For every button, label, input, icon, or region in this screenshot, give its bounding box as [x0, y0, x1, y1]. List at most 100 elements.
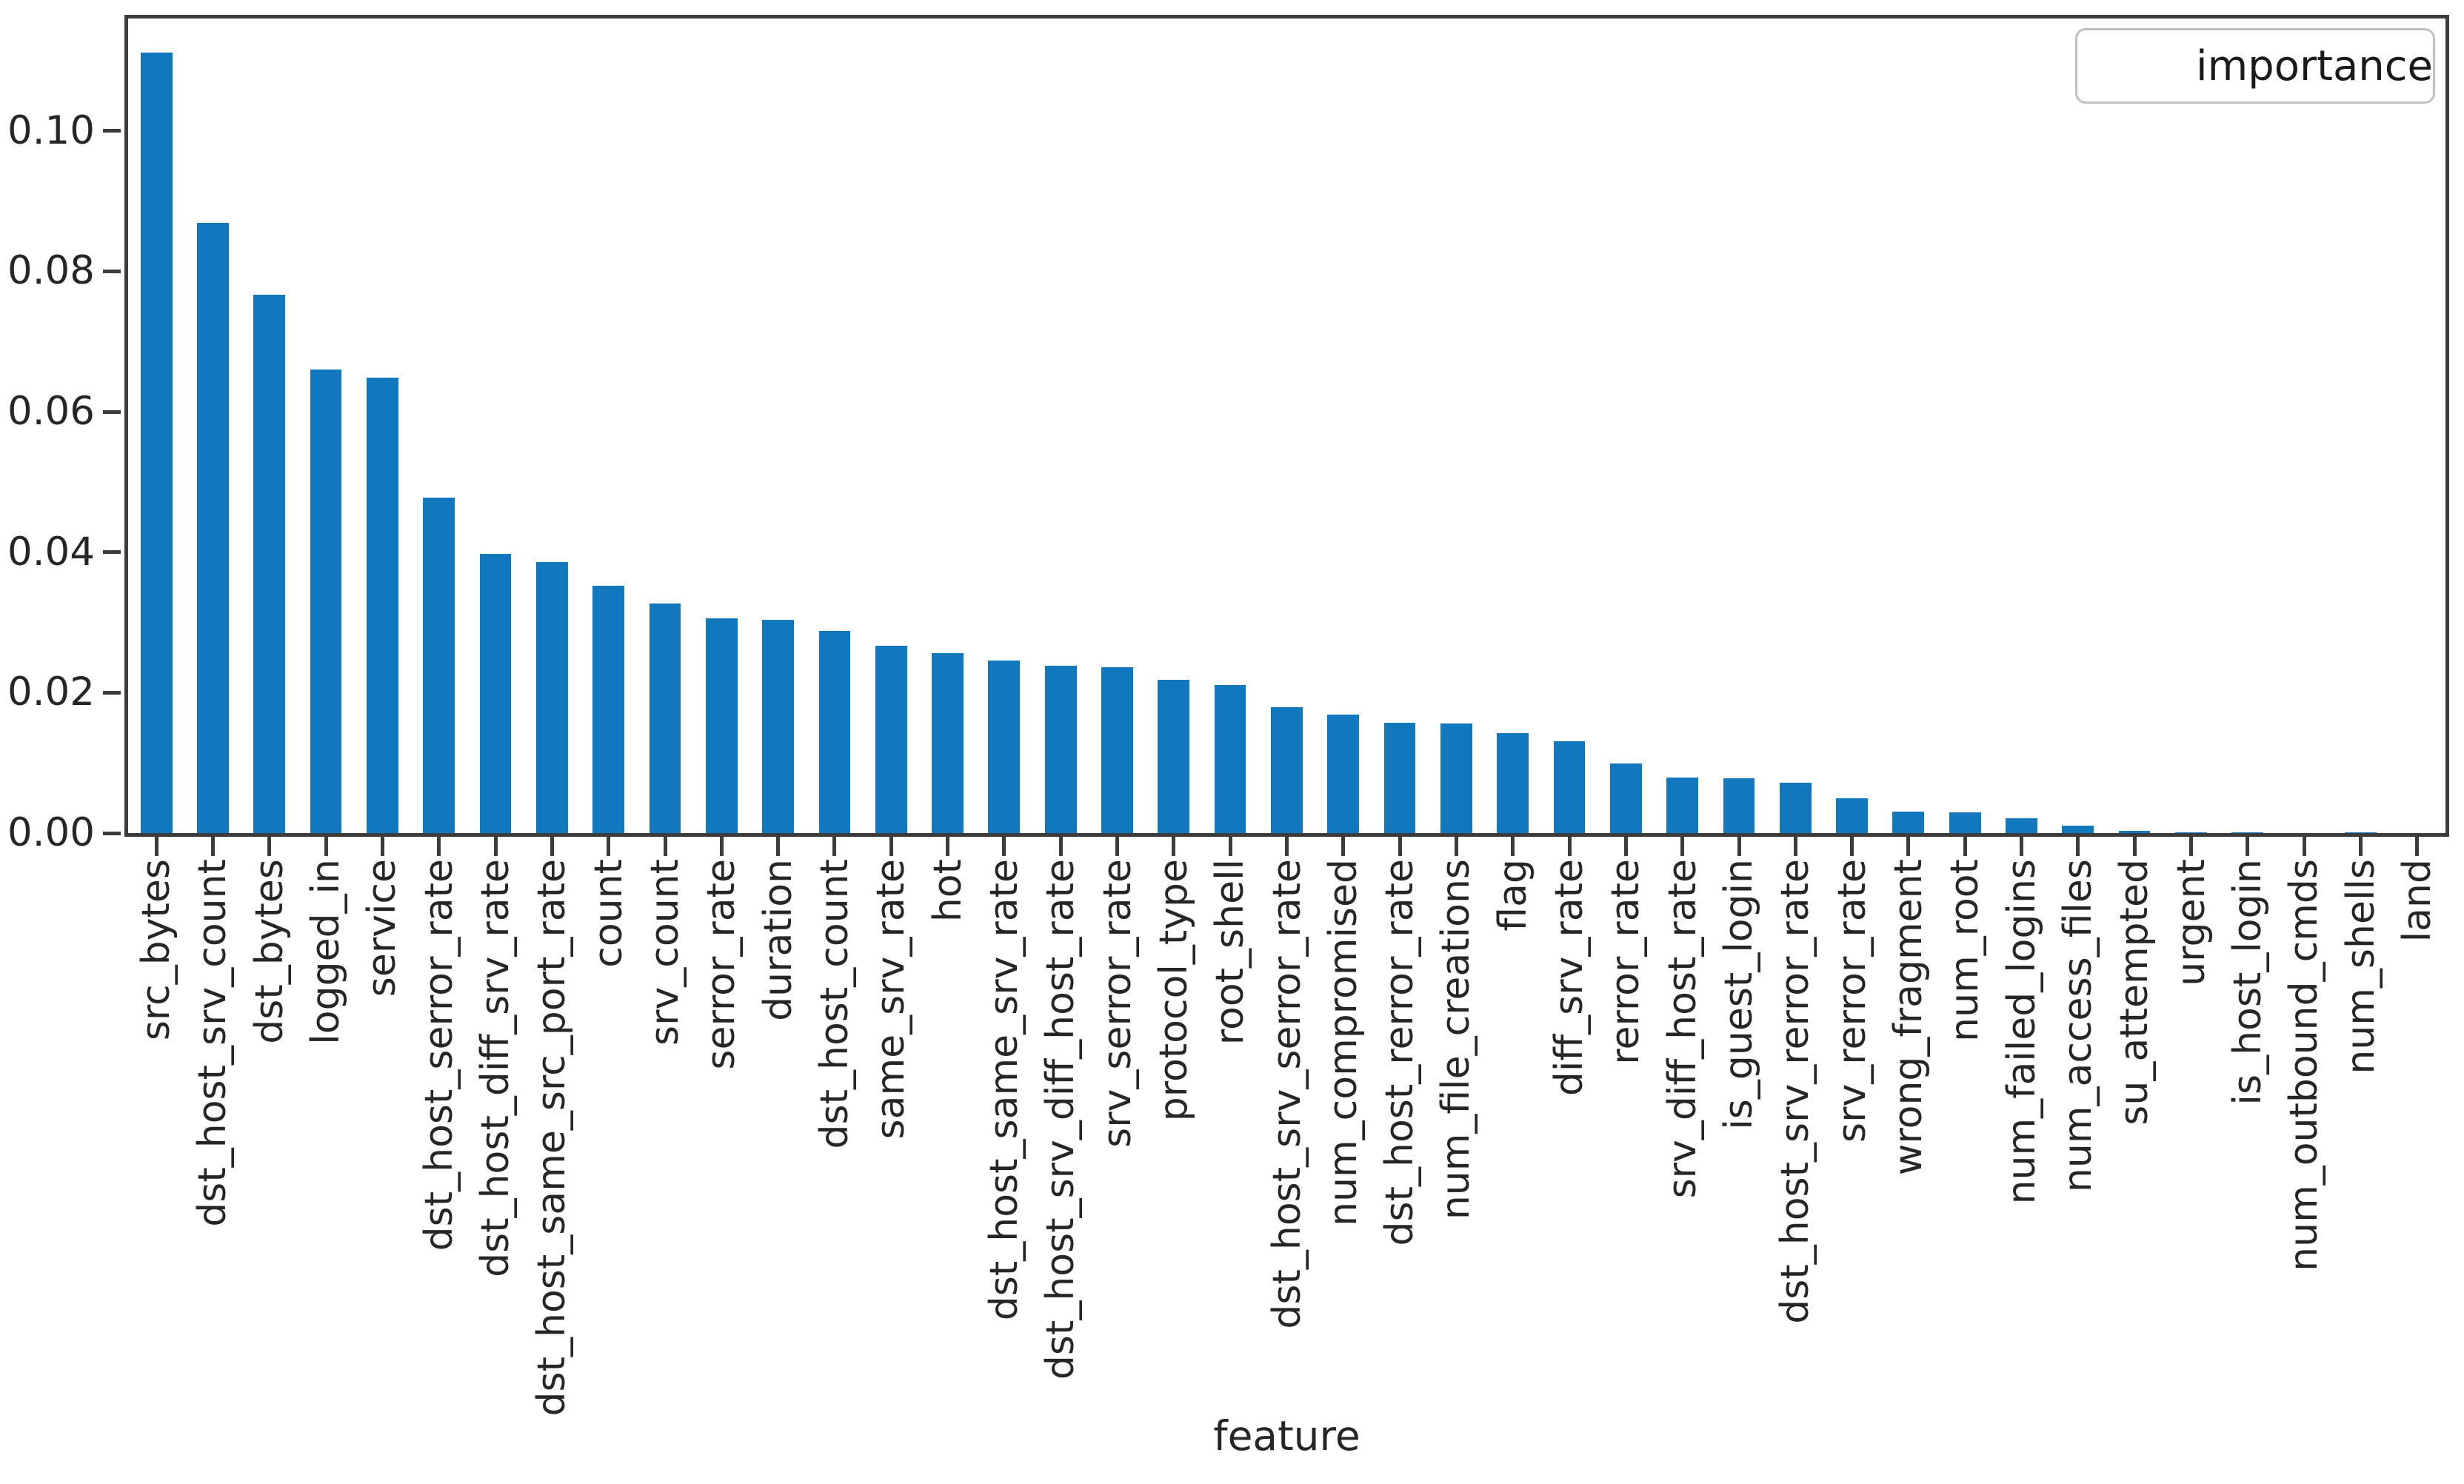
x-axis-tick — [1058, 837, 1063, 856]
bar-slot — [2163, 19, 2219, 833]
bar-slot — [241, 19, 298, 833]
x-axis-tick — [2076, 837, 2080, 856]
x-category-label: dst_host_count — [812, 859, 857, 1149]
importance-bar — [1158, 680, 1190, 833]
x-category-label: src_bytes — [134, 859, 179, 1041]
x-axis-tick — [437, 837, 441, 856]
importance-bar — [1779, 782, 1812, 833]
x-category-label: diff_srv_rate — [1547, 859, 1592, 1097]
x-axis-tick — [607, 837, 611, 856]
importance-bar — [818, 630, 851, 833]
bar-slot — [581, 19, 637, 833]
x-axis-title: feature — [1213, 1412, 1360, 1460]
importance-bar — [253, 294, 286, 833]
bar-slot — [1880, 19, 1937, 833]
x-category-label: root_shell — [1208, 859, 1253, 1046]
importance-bar — [875, 645, 907, 833]
x-axis-tick — [719, 837, 724, 856]
importance-bar — [2118, 831, 2151, 833]
y-axis-tick — [103, 410, 121, 414]
x-category-label: duration — [755, 859, 801, 1021]
bar-slot — [1315, 19, 1372, 833]
bar-slot — [863, 19, 919, 833]
x-axis-tick — [2246, 837, 2250, 856]
x-axis-tick — [380, 837, 384, 856]
bar-slot — [1541, 19, 1597, 833]
importance-bar — [1553, 741, 1586, 833]
bar-slot — [2332, 19, 2388, 833]
x-axis-tick — [2415, 837, 2420, 856]
x-category-label: srv_serror_rate — [1095, 859, 1140, 1148]
x-category-label: num_root — [1943, 859, 1988, 1042]
y-axis-tick — [103, 690, 121, 695]
x-axis-tick — [1341, 837, 1346, 856]
importance-bar — [705, 618, 738, 833]
x-category-label: flag — [1490, 859, 1535, 932]
x-category-label: srv_count — [643, 859, 687, 1046]
x-category-label: wrong_fragment — [1886, 859, 1931, 1176]
importance-bar — [932, 653, 964, 833]
x-axis-tick — [1454, 837, 1458, 856]
x-axis-tick — [1737, 837, 1741, 856]
x-axis-tick — [493, 837, 498, 856]
x-axis-tick — [267, 837, 272, 856]
bar-slot — [1372, 19, 1428, 833]
importance-bar — [140, 52, 173, 833]
importance-bar — [2006, 818, 2037, 833]
y-tick-label: 0.06 — [7, 389, 95, 435]
x-category-label: same_srv_rate — [869, 859, 914, 1140]
x-axis-tick — [1963, 837, 1967, 856]
bar-slot — [524, 19, 580, 833]
x-axis-tick — [1793, 837, 1797, 856]
x-axis-tick — [2132, 837, 2137, 856]
x-category-label: is_host_login — [2225, 859, 2270, 1106]
x-category-label: su_attempted — [2112, 859, 2157, 1126]
x-axis-tick — [946, 837, 950, 856]
x-category-label: dst_host_same_srv_rate — [981, 859, 1026, 1321]
x-category-label: dst_host_rerror_rate — [1378, 859, 1423, 1246]
legend-swatch-importance — [2097, 50, 2168, 81]
x-axis-tick — [1398, 837, 1402, 856]
x-category-label: serror_rate — [699, 859, 744, 1070]
x-category-label: dst_host_serror_rate — [416, 859, 461, 1251]
x-category-label: dst_host_srv_serror_rate — [1264, 859, 1309, 1329]
x-category-label: srv_diff_host_rate — [1660, 859, 1705, 1199]
importance-bar — [1723, 778, 1755, 833]
x-category-label: num_outbound_cmds — [2282, 859, 2327, 1271]
importance-bar — [1836, 798, 1868, 833]
bar-slot — [1597, 19, 1654, 833]
bar-slot — [1485, 19, 1541, 833]
bar-slot — [807, 19, 863, 833]
importance-bar — [2231, 832, 2264, 833]
bar-slot — [749, 19, 806, 833]
x-axis-tick — [663, 837, 667, 856]
x-axis-tick — [1115, 837, 1120, 856]
bar-slot — [2389, 19, 2445, 833]
bar-slot — [1428, 19, 1484, 833]
x-axis-tick — [324, 837, 328, 856]
importance-bar — [310, 370, 342, 833]
y-axis-tick — [103, 129, 121, 133]
legend: importance — [2075, 28, 2435, 104]
bar-slot — [467, 19, 524, 833]
x-category-label: dst_host_srv_rerror_rate — [1773, 859, 1818, 1324]
bar-slot — [2276, 19, 2332, 833]
x-category-label: hot — [925, 859, 970, 923]
x-category-label: land — [2394, 859, 2440, 943]
bar-slot — [1089, 19, 1145, 833]
legend-label: importance — [2196, 41, 2433, 90]
bar-slot — [184, 19, 241, 833]
x-axis-tick — [1002, 837, 1006, 856]
importance-bar — [535, 561, 568, 833]
bar-slot — [1993, 19, 2049, 833]
x-category-label: is_guest_login — [1717, 859, 1762, 1130]
bar-slot — [298, 19, 354, 833]
x-category-label: dst_host_same_src_port_rate — [530, 859, 575, 1417]
x-axis-tick — [889, 837, 893, 856]
importance-bar — [2344, 832, 2377, 833]
x-category-label: protocol_type — [1151, 859, 1196, 1122]
x-category-label: dst_host_srv_diff_host_rate — [1038, 859, 1084, 1380]
x-category-label: count — [586, 859, 631, 968]
x-category-label: num_failed_logins — [1999, 859, 2044, 1205]
